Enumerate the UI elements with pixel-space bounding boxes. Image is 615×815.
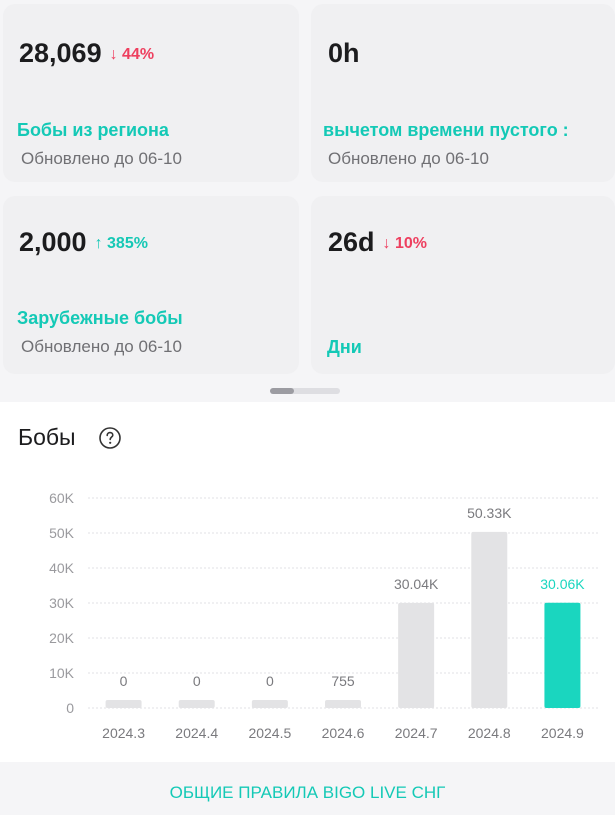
y-tick-label: 20K [49,630,75,646]
bar-data-label: 0 [193,673,201,689]
x-tick-label: 2024.4 [175,725,218,741]
chart-bar [398,602,435,708]
beans-chart-section: Бобы 0 10K 20K 30K 40K 50K 60K 0 2024.3 0 2024.4 0 2… [0,402,615,762]
chart-bar [471,531,508,708]
stat-value: 26d ↓ 10% [328,227,428,257]
y-tick-label: 40K [49,560,75,576]
stat-card-foreign-beans[interactable]: 2,000 ↑ 385% Зарубежные бобы Обновлено до… [3,196,299,374]
pager-active-dot [270,388,294,394]
stat-label: Зарубежные бобы [17,308,183,328]
stat-updated-text: Обновлено до 06-10 [328,149,489,168]
x-tick-label: 2024.3 [102,725,145,741]
stat-value: 0h [328,38,360,68]
stat-card-days[interactable]: 26d ↓ 10% Дни [311,196,615,374]
chart-bar [251,700,288,708]
bar-data-label: 30.04K [394,576,439,592]
stat-label: Дни [327,337,362,357]
y-tick-label: 10K [49,665,75,681]
arrow-up-icon: ↑ [94,235,103,252]
bar-data-label: 0 [266,673,274,689]
stat-label: вычетом времени пустого : [323,120,569,140]
stat-updated-text: Обновлено до 06-10 [21,337,182,356]
chart-bar [105,700,142,708]
x-tick-label: 2024.6 [322,725,365,741]
stat-label: Бобы из региона [17,120,169,140]
x-tick-label: 2024.8 [468,725,511,741]
chart-bar [544,602,581,708]
x-tick-label: 2024.9 [541,725,584,741]
bar-data-label: 755 [331,673,355,689]
y-tick-label: 50K [49,525,75,541]
section-title: Бобы [18,424,76,450]
arrow-down-icon: ↓ [382,235,391,252]
question-circle-icon[interactable] [98,426,122,450]
delta-up: ↑ 385% [94,235,148,252]
y-tick-label: 60K [49,490,75,506]
y-tick-label: 0 [66,700,74,716]
arrow-down-icon: ↓ [109,46,118,63]
chart-bar [325,700,361,708]
chart-bar [178,700,215,708]
rules-link[interactable]: ОБЩИЕ ПРАВИЛА BIGO LIVE СНГ [169,783,446,802]
carousel-pager[interactable] [270,388,340,394]
x-tick-label: 2024.5 [248,725,291,741]
delta-down: ↓ 44% [109,46,155,63]
x-tick-label: 2024.7 [395,725,438,741]
stat-updated-text: Обновлено до 06-10 [21,149,182,168]
bar-data-label: 0 [120,673,128,689]
stat-value: 2,000 ↑ 385% [19,227,148,257]
beans-bar-chart: 0 10K 20K 30K 40K 50K 60K 0 2024.3 0 2024.4 0 2024.5… [49,490,600,741]
y-tick-label: 30K [49,595,75,611]
stat-card-live-hours[interactable]: 0h вычетом времени пустого : Обновлено д… [311,4,615,182]
bar-data-label: 30.06K [540,576,585,592]
stat-value: 28,069 ↓ 44% [19,38,155,68]
bar-data-label: 50.33K [467,505,512,521]
stat-card-region-beans[interactable]: 28,069 ↓ 44% Бобы из региона Обновлено до… [3,4,299,182]
delta-down: ↓ 10% [382,235,428,252]
